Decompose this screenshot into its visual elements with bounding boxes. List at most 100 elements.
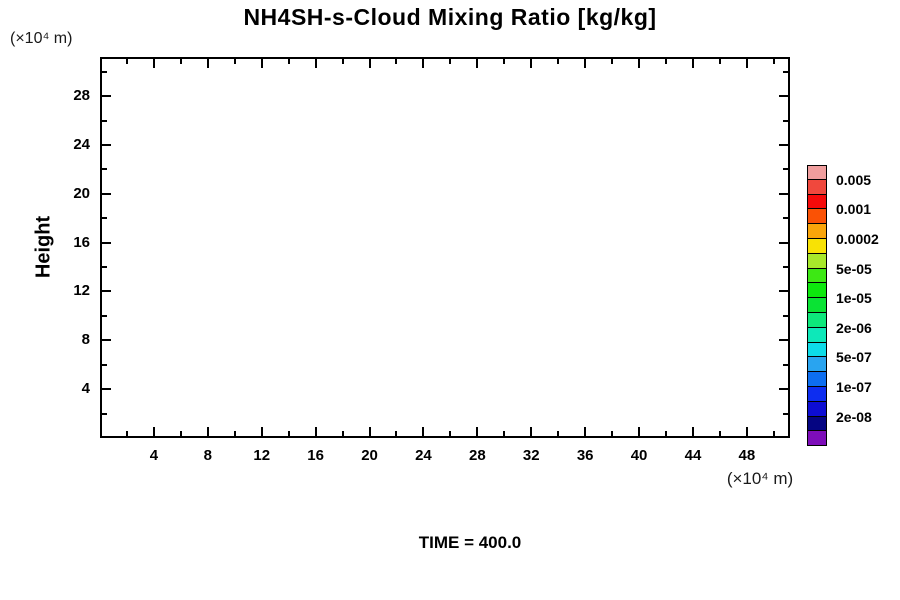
y-major-tick-right	[779, 290, 788, 293]
y-minor-tick-right	[783, 363, 788, 366]
x-tick-label: 40	[630, 447, 648, 464]
x-major-tick	[745, 427, 748, 436]
y-minor-tick-right	[783, 266, 788, 269]
y-major-tick-right	[779, 388, 788, 391]
x-minor-tick	[611, 431, 614, 436]
colorbar-label: 5e-05	[836, 260, 872, 277]
x-minor-tick	[287, 431, 290, 436]
y-major-tick	[102, 339, 111, 342]
x-major-tick-top	[745, 59, 748, 68]
x-minor-tick	[449, 431, 452, 436]
y-minor-tick-right	[783, 412, 788, 415]
chart-title: NH4SH-s-Cloud Mixing Ratio [kg/kg]	[243, 4, 657, 30]
y-major-tick	[102, 143, 111, 146]
colorbar-cell-15	[807, 386, 827, 402]
x-minor-tick	[395, 431, 398, 436]
colorbar-cell-1	[807, 178, 827, 195]
x-minor-tick	[341, 431, 344, 436]
x-minor-tick-top	[449, 59, 452, 64]
colorbar-cell-14	[807, 371, 827, 387]
x-minor-tick	[179, 431, 182, 436]
colorbar-label: 0.005	[836, 171, 872, 188]
colorbar-cell-12	[807, 341, 827, 358]
colorbar-label: 2e-06	[836, 319, 872, 336]
x-major-tick	[476, 427, 479, 436]
colorbar-cell-18	[807, 430, 827, 447]
y-major-tick	[102, 388, 111, 391]
colorbar-cell-4	[807, 223, 827, 239]
x-minor-tick-top	[772, 59, 775, 64]
x-minor-tick	[233, 431, 236, 436]
x-minor-tick-top	[341, 59, 344, 64]
x-minor-tick-top	[395, 59, 398, 64]
colorbar-cell-8	[807, 282, 827, 299]
x-minor-tick-top	[503, 59, 506, 64]
colorbar-cell-3	[807, 208, 827, 225]
y-minor-tick	[102, 119, 107, 122]
x-tick-label: 28	[469, 447, 486, 464]
colorbar-cell-7	[807, 267, 827, 284]
x-minor-tick-top	[233, 59, 236, 64]
colorbar-label: 0.001	[836, 201, 872, 218]
y-tick-label: 28	[73, 87, 90, 105]
x-minor-tick	[665, 431, 668, 436]
x-major-tick-top	[314, 59, 317, 68]
y-axis-title: Height	[32, 215, 55, 279]
x-major-tick-top	[691, 59, 694, 68]
y-major-tick-right	[779, 339, 788, 342]
x-minor-tick-top	[287, 59, 290, 64]
y-major-tick	[102, 192, 111, 195]
y-tick-label: 16	[73, 233, 90, 251]
x-minor-tick-top	[611, 59, 614, 64]
y-minor-tick-right	[783, 314, 788, 317]
x-tick-label: 16	[307, 447, 324, 464]
x-major-tick-top	[206, 59, 209, 68]
x-major-tick	[638, 427, 641, 436]
x-minor-tick-top	[557, 59, 560, 64]
colorbar-cell-13	[807, 356, 827, 373]
x-major-tick-top	[422, 59, 425, 68]
y-minor-tick-right	[783, 70, 788, 73]
x-minor-tick-top	[718, 59, 721, 64]
x-tick-label: 8	[203, 447, 212, 464]
colorbar-cell-10	[807, 312, 827, 328]
x-major-tick-top	[530, 59, 533, 68]
x-minor-tick	[772, 431, 775, 436]
y-minor-tick-right	[783, 119, 788, 122]
x-tick-label: 48	[738, 447, 756, 464]
x-major-tick	[260, 427, 263, 436]
y-tick-label: 24	[73, 135, 90, 153]
x-major-tick	[314, 427, 317, 436]
x-tick-label: 24	[415, 447, 432, 464]
y-minor-tick	[102, 412, 107, 415]
colorbar-cell-5	[807, 238, 827, 254]
x-tick-label: 20	[361, 447, 378, 464]
x-major-tick-top	[152, 59, 155, 68]
x-minor-tick-top	[665, 59, 668, 64]
y-minor-tick	[102, 70, 107, 73]
x-minor-tick-top	[125, 59, 128, 64]
x-major-tick-top	[638, 59, 641, 68]
plot-area	[100, 57, 790, 438]
time-annotation: TIME = 400.0	[418, 533, 522, 552]
x-tick-label: 32	[522, 447, 540, 464]
x-major-tick	[530, 427, 533, 436]
colorbar-label: 1e-05	[836, 290, 872, 307]
x-major-tick	[152, 427, 155, 436]
y-minor-tick-right	[783, 217, 788, 220]
colorbar-cell-17	[807, 415, 827, 432]
x-major-tick	[368, 427, 371, 436]
y-minor-tick-right	[783, 168, 788, 171]
x-minor-tick-top	[179, 59, 182, 64]
x-major-tick-top	[476, 59, 479, 68]
y-tick-label: 12	[73, 282, 90, 300]
y-minor-tick	[102, 168, 107, 171]
y-minor-tick	[102, 314, 107, 317]
x-tick-label: 12	[253, 447, 271, 464]
colorbar-label: 1e-07	[836, 379, 872, 395]
x-tick-label: 44	[684, 447, 702, 464]
colorbar-cell-9	[807, 297, 827, 313]
colorbar-label: 0.0002	[836, 231, 879, 247]
x-major-tick-top	[260, 59, 263, 68]
